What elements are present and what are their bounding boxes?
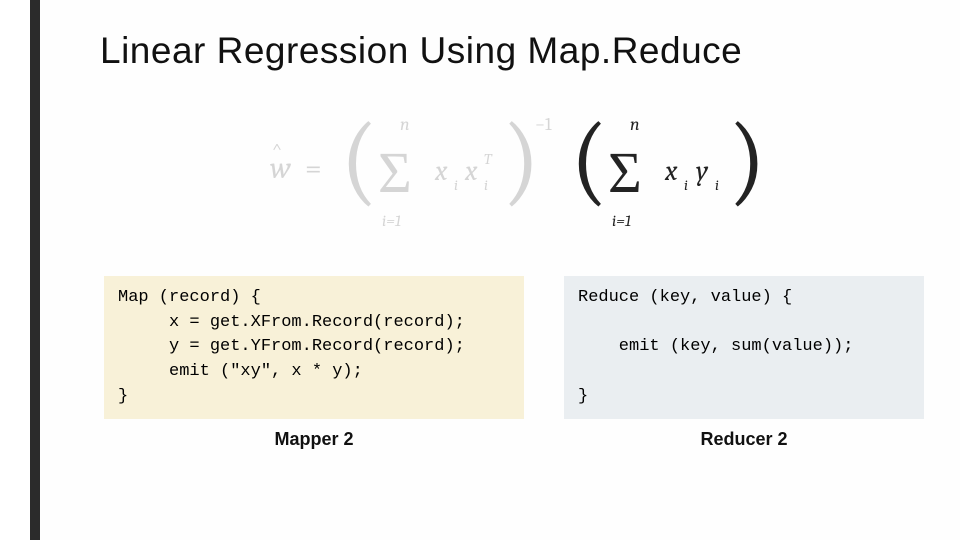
svg-text:^: ^ <box>272 140 282 161</box>
svg-text:(: ( <box>570 102 608 217</box>
svg-text:x: x <box>664 155 678 187</box>
formula-svg: w ^ = ( n Σ i=1 x i x i T ) −1 <box>250 100 770 240</box>
svg-text:): ) <box>728 102 766 217</box>
svg-text:(: ( <box>340 102 378 217</box>
mapper-code-block: Map (record) { x = get.XFrom.Record(reco… <box>104 276 524 419</box>
reducer-code-block: Reduce (key, value) { emit (key, sum(val… <box>564 276 924 419</box>
svg-text:Σ: Σ <box>608 140 642 207</box>
reducer-column: Reduce (key, value) { emit (key, sum(val… <box>564 276 924 450</box>
svg-text:i: i <box>715 176 719 194</box>
svg-text:i=1: i=1 <box>612 212 631 230</box>
svg-text:x: x <box>464 155 478 187</box>
svg-text:T: T <box>484 150 493 168</box>
svg-text:i=1: i=1 <box>382 212 401 230</box>
svg-text:y: y <box>696 155 709 187</box>
svg-text:x: x <box>434 155 448 187</box>
code-row: Map (record) { x = get.XFrom.Record(reco… <box>100 276 920 450</box>
page-title: Linear Regression Using Map.Reduce <box>100 30 920 72</box>
svg-text:i: i <box>454 176 458 194</box>
slide-content: Linear Regression Using Map.Reduce w ^ =… <box>40 0 960 540</box>
svg-text:i: i <box>684 176 688 194</box>
svg-text:−1: −1 <box>535 114 552 135</box>
svg-text:n: n <box>400 114 410 135</box>
svg-text:n: n <box>630 114 640 135</box>
svg-text:Σ: Σ <box>378 140 412 207</box>
slide-left-bar <box>0 0 30 540</box>
svg-text:i: i <box>484 176 488 194</box>
reducer-caption: Reducer 2 <box>700 429 787 450</box>
svg-text:=: = <box>305 151 322 186</box>
mapper-column: Map (record) { x = get.XFrom.Record(reco… <box>104 276 524 450</box>
formula-container: w ^ = ( n Σ i=1 x i x i T ) −1 <box>100 100 920 240</box>
mapper-caption: Mapper 2 <box>274 429 353 450</box>
